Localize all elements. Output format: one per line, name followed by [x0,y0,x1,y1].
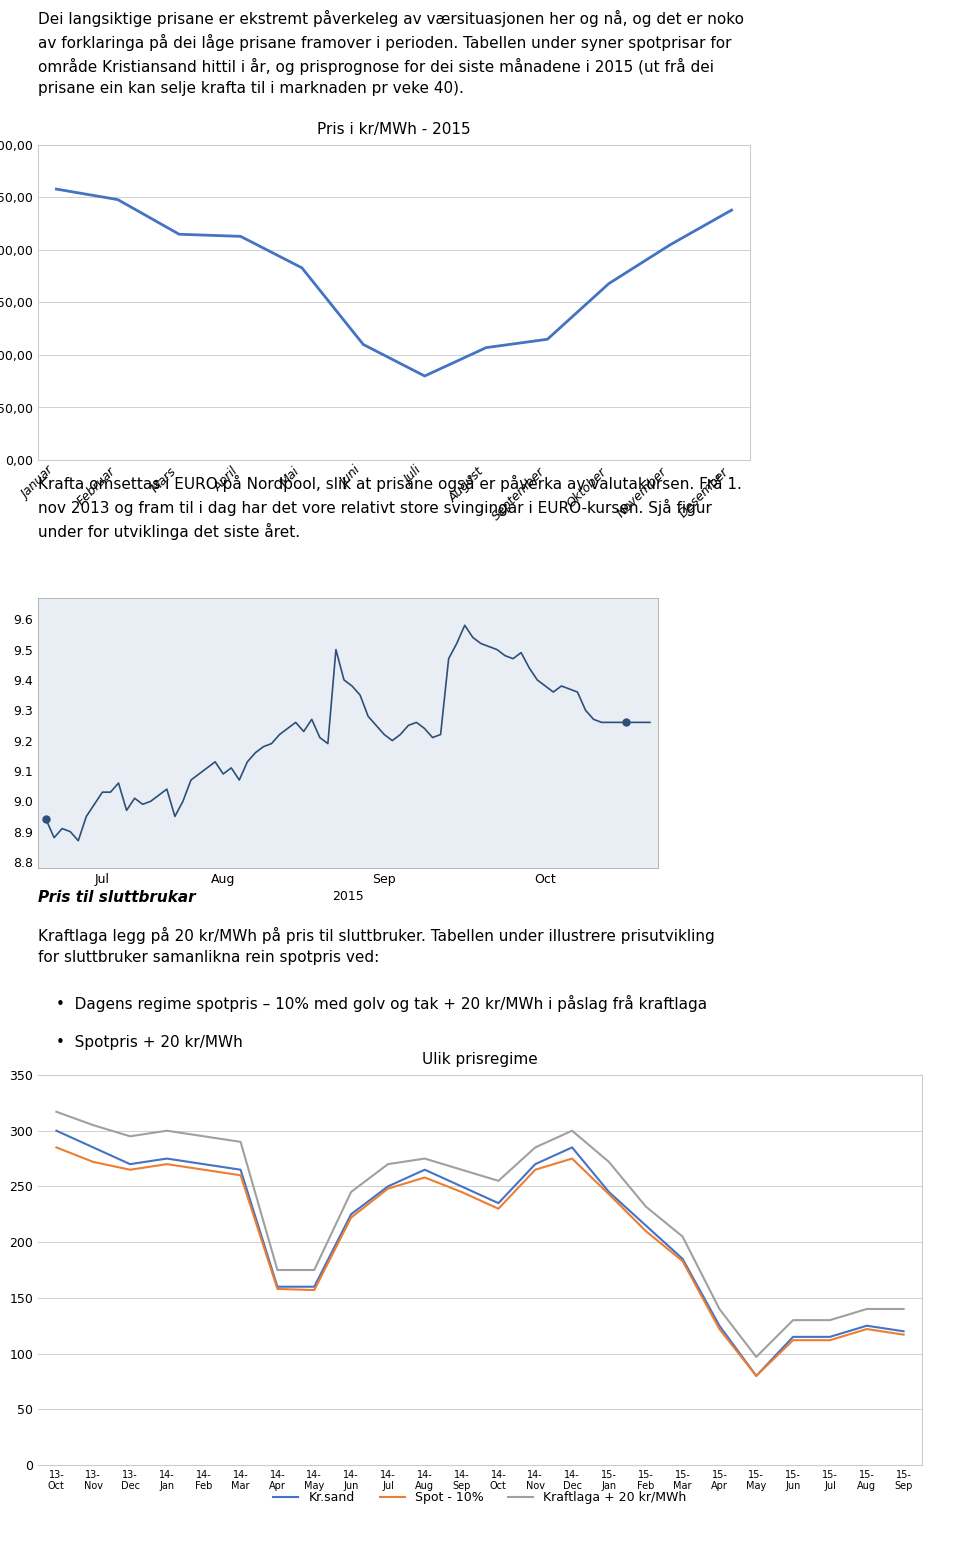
Text: Kraftlaga legg på 20 kr/MWh på pris til sluttbruker. Tabellen under illustrere p: Kraftlaga legg på 20 kr/MWh på pris til … [38,927,715,966]
X-axis label: 2015: 2015 [332,890,364,902]
Title: Ulik prisregime: Ulik prisregime [422,1053,538,1067]
Text: •  Dagens regime spotpris – 10% med golv og tak + 20 kr/MWh i påslag frå kraftla: • Dagens regime spotpris – 10% med golv … [56,995,707,1012]
Text: Krafta omsettas i EURO på Nordpool, slik at prisane også er påverka av valutakur: Krafta omsettas i EURO på Nordpool, slik… [38,475,742,540]
Legend: Kr.sand, Spot - 10%, Kraftlaga + 20 kr/MWh: Kr.sand, Spot - 10%, Kraftlaga + 20 kr/M… [269,1486,691,1509]
Text: Pris til sluttbrukar: Pris til sluttbrukar [38,890,196,906]
Text: •  Spotpris + 20 kr/MWh: • Spotpris + 20 kr/MWh [56,1034,243,1050]
Text: Dei langsiktige prisane er ekstremt påverkeleg av værsituasjonen her og nå, og d: Dei langsiktige prisane er ekstremt påve… [38,9,744,96]
Title: Pris i kr/MWh - 2015: Pris i kr/MWh - 2015 [317,122,470,136]
